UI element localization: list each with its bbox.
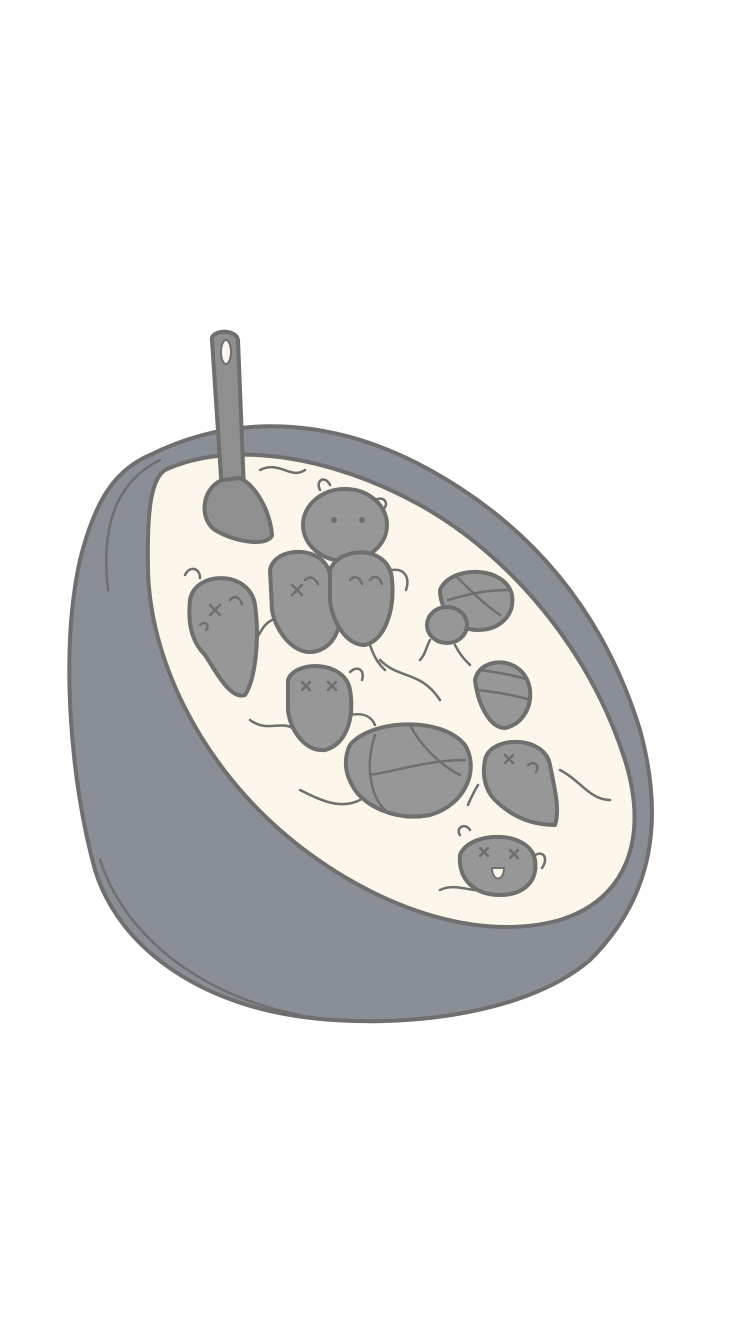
bugs: [183, 478, 560, 897]
bowl-rim-line: [105, 458, 162, 592]
bug-shell-right: [418, 569, 515, 667]
spoon-handle-hole: [220, 339, 232, 365]
bowl-base-line: [98, 858, 302, 1017]
bug-right: [466, 739, 560, 827]
bug-top: [301, 478, 389, 563]
spoon: [202, 329, 274, 544]
spoon-handle: [210, 329, 246, 494]
bug-center-right: [328, 550, 409, 672]
milk-ripple-4: [558, 768, 612, 802]
milk-ripple-5: [378, 658, 442, 702]
bug-middle: [286, 664, 377, 753]
milk-ripple-1: [258, 465, 307, 475]
bug-shell-large: [343, 722, 473, 819]
bug-bottom: [457, 824, 547, 897]
spoon-bowl: [202, 476, 274, 544]
bug-left: [183, 567, 259, 698]
milk-ripple-6: [298, 788, 362, 806]
bug-shell-small: [473, 660, 533, 730]
